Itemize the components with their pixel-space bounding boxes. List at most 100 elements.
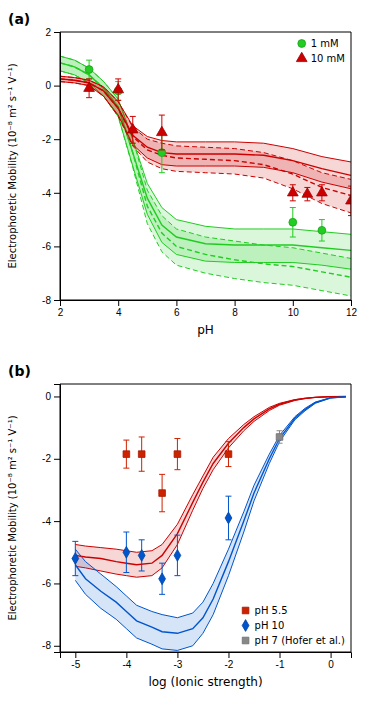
point bbox=[289, 218, 297, 226]
y-tick: -4 bbox=[42, 188, 60, 199]
x-tick-mark bbox=[331, 652, 332, 658]
y-tick-mark bbox=[54, 300, 60, 301]
y-tick-label: 2 bbox=[45, 27, 51, 38]
x-tick-mark bbox=[228, 652, 229, 658]
y-axis: -8 -6 -4 -2 0 2 bbox=[42, 27, 60, 306]
x-tick-label: -2 bbox=[225, 659, 234, 670]
panel: -5-4-3-2-10-8-6-4-20log (Ionic strength)… bbox=[7, 363, 352, 689]
x-axis-title: pH bbox=[197, 323, 214, 337]
theory-line bbox=[60, 63, 351, 251]
band-edge bbox=[60, 56, 351, 258]
legend-entry: pH 10 bbox=[242, 620, 284, 632]
x-tick: -3 bbox=[173, 652, 182, 670]
y-tick-mark bbox=[54, 459, 60, 460]
y-tick-label: -8 bbox=[42, 295, 51, 306]
x-tick: -4 bbox=[122, 652, 131, 670]
x-tick-label: -5 bbox=[71, 659, 80, 670]
point bbox=[85, 66, 93, 74]
error-bar bbox=[174, 535, 180, 576]
x-tick: 10 bbox=[288, 300, 300, 318]
plot-area bbox=[60, 56, 351, 296]
x-tick-label: 10 bbox=[288, 307, 300, 318]
y-tick-label: -6 bbox=[42, 241, 51, 252]
error-bar bbox=[123, 532, 129, 573]
legend-entry: pH 5.5 bbox=[242, 605, 287, 616]
x-tick-label: 12 bbox=[346, 307, 358, 318]
frame bbox=[60, 384, 351, 652]
point bbox=[123, 546, 130, 558]
x-tick: -2 bbox=[225, 652, 234, 670]
y-tick-label: 0 bbox=[45, 391, 51, 402]
panel-title: (a) bbox=[8, 11, 30, 27]
band-area bbox=[75, 397, 346, 578]
band-edge bbox=[60, 82, 351, 213]
x-tick-mark bbox=[176, 300, 177, 306]
y-axis-title: Electrophoretic Mobility (10⁻⁸ m² s⁻¹ V⁻… bbox=[7, 415, 18, 620]
legend-entry: 1 mM bbox=[298, 38, 339, 49]
y-tick-mark bbox=[54, 86, 60, 87]
series bbox=[72, 496, 232, 594]
error-bar bbox=[225, 496, 231, 540]
y-tick-label: -2 bbox=[42, 134, 51, 145]
series bbox=[276, 431, 283, 443]
frame bbox=[60, 32, 351, 300]
point bbox=[159, 490, 166, 497]
point bbox=[318, 226, 326, 234]
legend-label: pH 10 bbox=[255, 620, 285, 631]
error-bar bbox=[139, 437, 145, 471]
point bbox=[225, 451, 232, 458]
point bbox=[346, 195, 351, 204]
legend-entry: 10 mM bbox=[296, 52, 345, 64]
y-tick: 2 bbox=[45, 27, 60, 38]
legend-label: pH 7 (Hofer et al.) bbox=[255, 635, 345, 646]
error-bar bbox=[123, 440, 129, 468]
band-area bbox=[60, 76, 351, 213]
y-tick-label: -6 bbox=[42, 578, 51, 589]
legend: 1 mM 10 mM bbox=[296, 38, 345, 64]
x-tick-label: 6 bbox=[174, 307, 180, 318]
point bbox=[113, 83, 124, 92]
point bbox=[317, 187, 328, 196]
point bbox=[174, 550, 181, 562]
point bbox=[276, 434, 283, 441]
y-tick-mark bbox=[54, 583, 60, 584]
y-tick: -8 bbox=[42, 295, 60, 306]
error-bar bbox=[72, 541, 78, 575]
point bbox=[127, 124, 138, 133]
series bbox=[85, 60, 326, 241]
y-tick-label: -2 bbox=[42, 453, 51, 464]
error-bar bbox=[290, 208, 296, 237]
error-bar bbox=[159, 474, 165, 511]
theory-line bbox=[75, 397, 346, 565]
point bbox=[72, 553, 79, 565]
point bbox=[156, 126, 167, 135]
band-edge bbox=[60, 76, 351, 179]
band-area bbox=[60, 56, 351, 269]
y-tick: 0 bbox=[45, 80, 60, 91]
band-edge bbox=[75, 397, 346, 618]
point bbox=[159, 573, 166, 585]
y-tick: -4 bbox=[42, 516, 60, 527]
y-tick: 0 bbox=[45, 391, 60, 402]
x-tick-mark bbox=[293, 300, 294, 306]
panel-title: (b) bbox=[8, 363, 31, 379]
panel: 24681012-8-6-4-202pHElectrophoretic Mobi… bbox=[7, 11, 357, 337]
legend-symbol bbox=[296, 52, 307, 61]
x-tick: -1 bbox=[276, 652, 285, 670]
frame bbox=[60, 32, 351, 300]
x-tick: 12 bbox=[346, 300, 358, 318]
x-axis-title: log (Ionic strength) bbox=[148, 675, 262, 689]
y-tick: -2 bbox=[42, 453, 60, 464]
point bbox=[302, 188, 313, 197]
legend-symbol bbox=[242, 637, 249, 644]
error-bar bbox=[86, 60, 92, 79]
y-axis-title: Electrophoretic Mobility (10⁻⁸ m² s⁻¹ V⁻… bbox=[7, 63, 18, 268]
point bbox=[138, 451, 145, 458]
x-tick-mark bbox=[75, 652, 76, 658]
x-tick-mark bbox=[351, 300, 352, 306]
x-tick: -5 bbox=[71, 652, 80, 670]
legend-entry: pH 7 (Hofer et al.) bbox=[242, 635, 345, 646]
y-tick-mark bbox=[54, 32, 60, 33]
x-tick-mark bbox=[177, 652, 178, 658]
band-edge bbox=[75, 397, 346, 578]
